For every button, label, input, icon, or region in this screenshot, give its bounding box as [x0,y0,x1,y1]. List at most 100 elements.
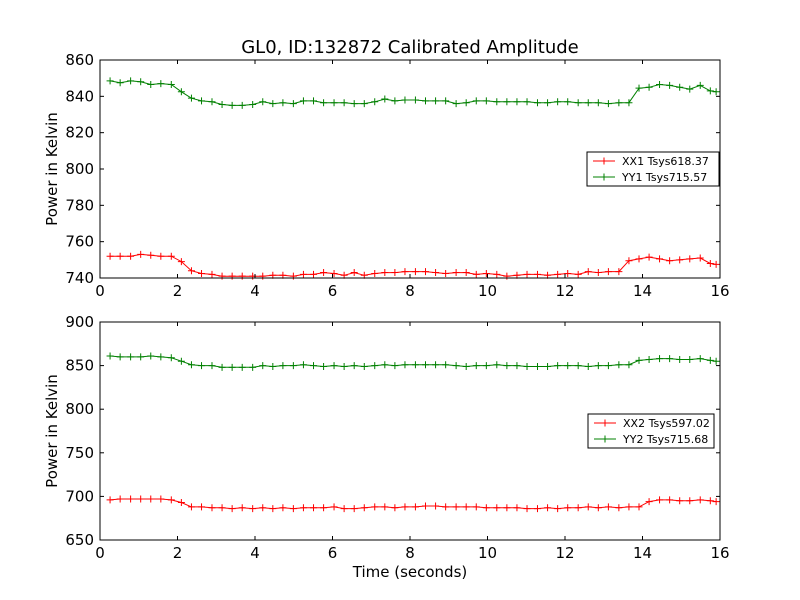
data-point [676,497,684,505]
data-point [594,269,602,277]
data-point [625,361,633,369]
data-point [635,356,643,364]
data-point [564,504,572,512]
data-point [259,504,267,512]
data-point [106,77,114,85]
data-point [218,272,226,280]
data-point [676,256,684,264]
x-axis-label: Time (seconds) [352,563,468,581]
data-point [177,88,185,96]
legend-label: YY1 Tsys715.57 [621,171,707,184]
data-point [686,355,694,363]
data-point [594,504,602,512]
data-point [696,81,704,89]
data-point [350,100,358,108]
data-point [177,357,185,365]
data-point [645,83,653,91]
data-point [574,270,582,278]
data-point [615,504,623,512]
data-point [269,100,277,108]
data-point [604,362,612,370]
y-tick-label: 760 [65,233,94,251]
data-point [238,272,246,280]
data-point [269,505,277,513]
data-point [666,496,674,504]
data-point [310,504,318,512]
data-point [320,362,328,370]
data-point [218,504,226,512]
data-point [635,503,643,511]
legend-label: YY2 Tsys715.68 [622,433,708,446]
data-point [381,361,389,369]
x-tick-label: 8 [405,282,415,300]
data-point [574,504,582,512]
x-tick-label: 0 [95,544,105,562]
y-tick-label: 740 [65,269,94,287]
data-point [177,258,185,266]
data-point [452,362,460,370]
data-point [198,362,206,370]
data-point [604,100,612,108]
y-tick-label: 860 [65,51,94,69]
data-point [157,80,165,88]
data-point [238,363,246,371]
data-point [340,505,348,513]
data-point [482,269,490,277]
y-tick-label: 800 [65,400,94,418]
data-point [330,99,338,107]
data-point [330,503,338,511]
legend-marker [600,173,608,181]
data-point [686,255,694,263]
data-point [666,81,674,89]
data-point [106,352,114,360]
data-point [371,503,379,511]
data-point [381,269,389,277]
data-point [310,97,318,105]
data-point [147,495,155,503]
data-point [198,97,206,105]
data-point [350,505,358,513]
data-point [442,97,450,105]
data-point [706,87,714,95]
data-point [249,363,257,371]
data-point [584,268,592,276]
data-point [401,503,409,511]
x-tick-label: 14 [633,544,652,562]
data-point [360,100,368,108]
data-point [523,270,531,278]
data-point [106,252,114,260]
data-point [401,268,409,276]
data-point [604,268,612,276]
data-point [594,362,602,370]
data-point [167,252,175,260]
data-point [187,361,195,369]
data-point [615,99,623,107]
data-point [533,362,541,370]
data-point [452,100,460,108]
data-point [371,98,379,106]
data-point [187,267,195,275]
data-point [706,259,714,267]
data-point [228,101,236,109]
y-tick-label: 850 [65,357,94,375]
data-point [228,272,236,280]
data-point [432,269,440,277]
data-point [533,99,541,107]
data-point [381,95,389,103]
data-point [645,355,653,363]
data-point [116,495,124,503]
data-point [564,362,572,370]
legend-marker [601,419,609,427]
x-tick-label: 4 [250,282,260,300]
data-point [554,362,562,370]
data-point [238,101,246,109]
data-point [544,504,552,512]
data-point [604,503,612,511]
data-point [259,98,267,106]
data-point [432,502,440,510]
data-point [401,361,409,369]
legend-label: XX2 Tsys597.02 [623,417,710,430]
data-point [574,362,582,370]
y-tick-label: 840 [65,87,94,105]
